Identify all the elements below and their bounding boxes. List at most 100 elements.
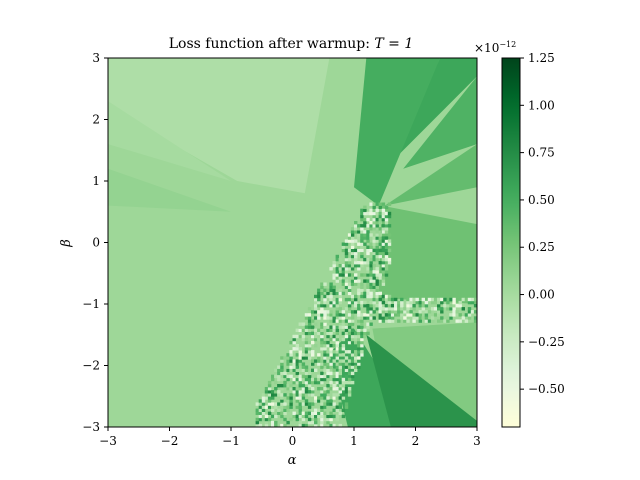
noise-cell <box>258 423 263 427</box>
noise-cell <box>326 402 330 406</box>
noise-cell <box>427 310 432 314</box>
noise-cell <box>350 350 355 354</box>
noise-cell <box>424 310 429 314</box>
noise-cell <box>277 365 281 369</box>
noise-cell <box>338 257 342 262</box>
noise-cell <box>360 325 364 329</box>
noise-cell <box>375 202 379 206</box>
noise-cell <box>289 353 293 357</box>
noise-cell <box>264 420 269 425</box>
noise-cell <box>357 325 361 329</box>
noise-cell <box>344 279 349 283</box>
noise-cell <box>335 279 339 283</box>
noise-cell <box>400 300 404 305</box>
noise-cell <box>369 202 373 206</box>
noise-cell <box>350 273 355 277</box>
noise-cell <box>344 380 349 385</box>
noise-cell <box>292 368 296 372</box>
noise-cell <box>338 325 342 329</box>
noise-cell <box>329 316 333 320</box>
noise-cell <box>350 227 355 231</box>
noise-cell <box>332 270 336 274</box>
noise-cell <box>347 236 352 240</box>
noise-cell <box>360 344 364 348</box>
noise-cell <box>354 300 358 305</box>
noise-cell <box>295 353 299 357</box>
noise-cell <box>387 261 392 265</box>
noise-cell <box>381 264 386 268</box>
noise-cell <box>360 334 364 339</box>
noise-cell <box>464 297 469 302</box>
noise-cell <box>384 236 389 240</box>
noise-cell <box>372 297 376 302</box>
noise-cell <box>323 300 327 305</box>
noise-cell <box>304 423 309 427</box>
noise-cell <box>258 414 263 419</box>
x-tick-label: −1 <box>222 434 240 448</box>
noise-cell <box>384 217 389 222</box>
noise-cell <box>366 245 370 249</box>
noise-cell <box>329 417 333 422</box>
noise-cell <box>412 297 416 302</box>
noise-cell <box>344 251 349 256</box>
noise-cell <box>350 282 355 286</box>
noise-cell <box>369 282 373 286</box>
noise-cell <box>332 359 336 363</box>
noise-cell <box>360 230 364 234</box>
noise-cell <box>289 402 293 406</box>
noise-cell <box>274 390 278 394</box>
noise-cell <box>378 211 382 216</box>
noise-cell <box>314 384 318 388</box>
y-tick-label: 3 <box>92 51 100 65</box>
noise-cell <box>314 328 318 332</box>
noise-cell <box>430 307 435 311</box>
noise-cell <box>307 328 312 332</box>
noise-cell <box>289 344 293 348</box>
noise-cell <box>350 371 355 376</box>
noise-cell <box>372 285 376 289</box>
noise-cell <box>283 374 287 379</box>
noise-cell <box>335 414 339 419</box>
noise-cell <box>320 423 324 427</box>
noise-cell <box>378 261 382 265</box>
noise-cell <box>301 384 306 388</box>
noise-cell <box>304 374 309 379</box>
noise-cell <box>267 411 272 415</box>
noise-cell <box>350 334 355 339</box>
noise-cell <box>390 316 395 320</box>
noise-cell <box>421 300 425 305</box>
noise-cell <box>323 362 327 366</box>
noise-cell <box>360 337 364 342</box>
noise-cell <box>437 297 441 302</box>
noise-cell <box>320 285 324 289</box>
noise-cell <box>295 390 299 394</box>
noise-cell <box>369 291 373 296</box>
noise-cell <box>326 294 330 299</box>
noise-cell <box>384 227 389 231</box>
noise-cell <box>314 344 318 348</box>
noise-cell <box>271 374 275 379</box>
noise-cell <box>350 322 355 326</box>
noise-cell <box>304 368 309 372</box>
noise-cell <box>375 224 379 228</box>
noise-cell <box>369 279 373 283</box>
noise-cell <box>311 380 315 385</box>
noise-cell <box>375 267 379 271</box>
noise-cell <box>320 331 324 336</box>
noise-cell <box>320 405 324 409</box>
noise-cell <box>295 417 299 422</box>
noise-cell <box>332 408 336 412</box>
noise-cell <box>311 408 315 412</box>
noise-cell <box>387 310 392 314</box>
noise-cell <box>357 316 361 320</box>
noise-cell <box>329 313 333 317</box>
noise-cell <box>375 217 379 222</box>
noise-cell <box>360 350 364 354</box>
noise-cell <box>280 399 284 403</box>
noise-cell <box>323 319 327 323</box>
noise-cell <box>307 340 312 345</box>
noise-cell <box>277 402 281 406</box>
noise-cell <box>267 380 272 385</box>
noise-cell <box>344 270 349 274</box>
noise-cell <box>335 396 339 400</box>
